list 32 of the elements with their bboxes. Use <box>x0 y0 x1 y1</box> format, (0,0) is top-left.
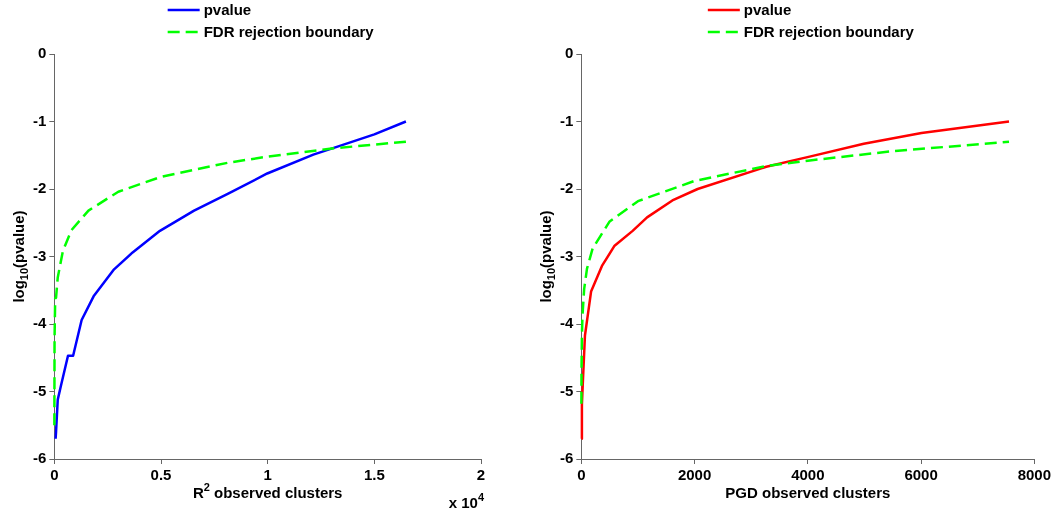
y-tick-label: -6 <box>32 449 47 467</box>
legend-label: FDR rejection boundary <box>203 23 375 41</box>
y-tick-label: 0 <box>37 44 47 62</box>
y-tick-label: -3 <box>559 246 574 264</box>
line-series <box>580 140 1011 405</box>
y-tick-label: 0 <box>564 44 574 62</box>
x-tick-label: 2000 <box>677 466 712 484</box>
x-tick-label: 0 <box>50 466 59 484</box>
y-tick-label: -5 <box>559 381 574 399</box>
x-tick-label: 8000 <box>1017 466 1051 484</box>
y-axis-title: log10(pvalue) <box>537 210 557 303</box>
y-tick-label: -1 <box>32 111 47 129</box>
legend-label: FDR rejection boundary <box>743 23 915 41</box>
y-tick-label: -6 <box>559 449 574 467</box>
y-tick-label: -2 <box>32 179 47 197</box>
x-tick-label: 4000 <box>791 466 825 484</box>
legend-label: pvalue <box>203 1 252 19</box>
x-tick-label: 0 <box>577 466 586 484</box>
y-tick-label: -2 <box>559 179 574 197</box>
x-tick-label: 1 <box>263 466 272 484</box>
y-tick-label: -4 <box>559 314 574 332</box>
x-tick-label: 0.5 <box>150 466 172 484</box>
y-tick-label: -5 <box>32 381 47 399</box>
x-tick-label: 1.5 <box>363 466 385 484</box>
y-tick-label: -3 <box>32 246 47 264</box>
x-tick-label: 6000 <box>904 466 938 484</box>
legend-label: pvalue <box>743 1 792 19</box>
y-axis-title: log10(pvalue) <box>10 210 30 303</box>
x-tick-label: 2 <box>476 466 486 484</box>
x-axis-title: PGD observed clusters <box>725 484 891 501</box>
y-tick-label: -4 <box>32 314 47 332</box>
y-tick-label: -1 <box>559 111 574 129</box>
